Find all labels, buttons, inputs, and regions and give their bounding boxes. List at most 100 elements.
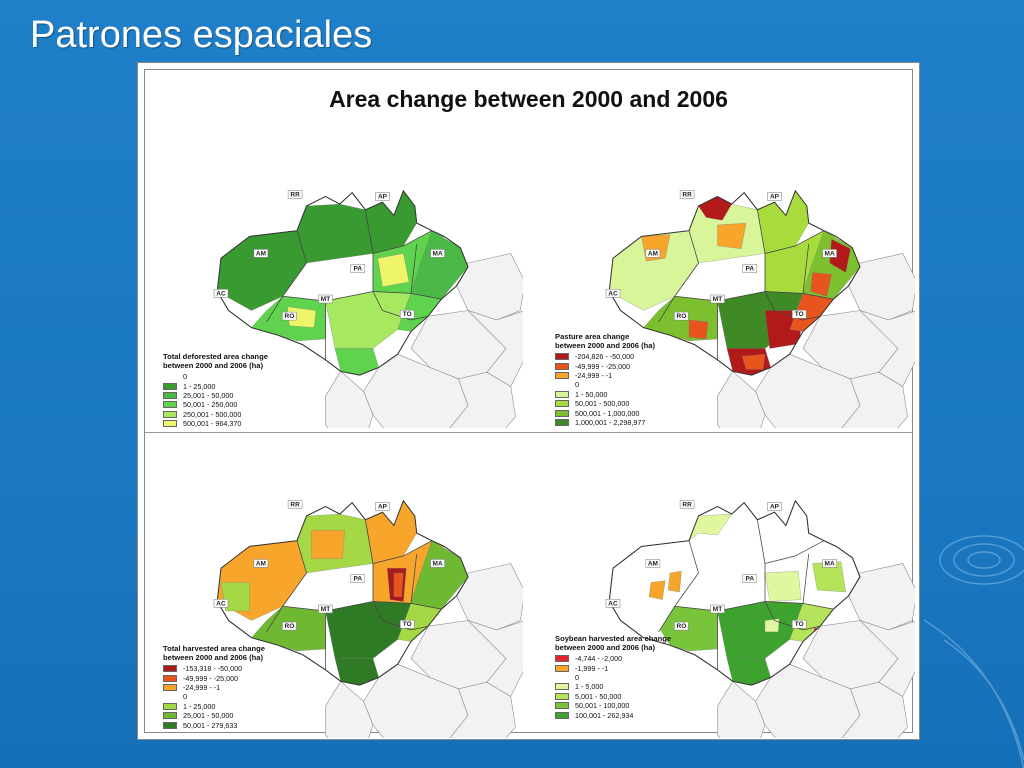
legend-label: 0 — [575, 672, 579, 682]
state-label-pa: PA — [354, 576, 363, 583]
neighbor-state — [456, 253, 523, 321]
state-label-box — [645, 249, 661, 258]
map-panel-harvested: RR AP AM PA MA AC RO MT TO Total harvested area … — [153, 438, 523, 738]
state-label-box — [605, 599, 621, 608]
legend-label: 500,001 - 964,370 — [183, 419, 242, 429]
map-panel-deforested: RR AP AM PA MA AC RO MT TO Total deforested area… — [153, 128, 523, 428]
legal-amazon-border — [216, 189, 469, 376]
neighbor-state — [717, 370, 766, 428]
legend-swatch — [163, 702, 177, 710]
municipality-patch — [764, 570, 802, 602]
state-label-mt: MT — [321, 606, 330, 613]
state-label-box — [253, 249, 269, 258]
map-soybean: RR AP AM PA MA AC RO MT TO — [605, 499, 915, 738]
legend-swatch — [555, 381, 569, 388]
figure-frame: Area change between 2000 and 2006 RR AP AM… — [144, 69, 915, 738]
legend-swatch — [163, 410, 177, 418]
municipality-patch — [717, 222, 747, 249]
state-label-am: AM — [256, 250, 266, 257]
map-panel-pasture: RR AP AM PA MA AC RO MT TO Pasture area change be… — [545, 128, 915, 428]
legend-label: 1 - 25,000 — [183, 701, 216, 711]
legend-swatch — [555, 362, 569, 370]
state-label-ro: RO — [677, 623, 687, 630]
legend-entry: 0 — [163, 692, 265, 701]
state-boundary — [266, 230, 307, 323]
legend-swatch — [555, 674, 569, 681]
state-label-box — [253, 559, 269, 568]
legend-label: 250,001 - 500,000 — [183, 409, 242, 419]
legend-label: 50,001 - 500,000 — [575, 399, 630, 409]
state-label-mt: MT — [713, 296, 722, 303]
neighbor-state — [717, 680, 766, 738]
state-label-box — [318, 294, 333, 304]
map-panel-soybean: RR AP AM PA MA AC RO MT TO Soybean harvested are… — [545, 438, 915, 738]
legend-entry: 1 - 25,000 — [163, 381, 268, 391]
neighbor-state — [848, 253, 915, 321]
legend-entry: -49,999 - -25,000 — [555, 361, 655, 371]
legend-label: -49,999 - -25,000 — [575, 361, 631, 371]
state-label-box — [213, 289, 229, 298]
state-label-box — [430, 249, 445, 258]
legend-entry: 50,001 - 279,633 — [163, 720, 265, 730]
legend-label: -204,826 - -50,000 — [575, 352, 635, 362]
legend-entry: -4,744 - -2,000 — [555, 654, 671, 663]
legend-swatch — [555, 692, 569, 700]
state-boundary — [372, 230, 433, 254]
legend-entry: 25,001 - 50,000 — [163, 391, 268, 400]
legend-entry: 1,000,001 - 2,298,977 — [555, 418, 655, 427]
legend-entry: -24,999 - -1 — [555, 371, 655, 380]
legend-entry: 50,001 - 500,000 — [555, 399, 655, 408]
state-label-ap: AP — [378, 193, 388, 200]
municipality-patch — [296, 203, 374, 264]
state-label-box — [822, 559, 837, 568]
legend-label: 1 - 5,000 — [575, 682, 604, 692]
legend-entry: 1 - 25,000 — [163, 702, 265, 711]
legend-swatch — [555, 353, 569, 361]
state-boundary — [382, 310, 429, 321]
state-label-box — [679, 190, 695, 199]
state-label-ma: MA — [433, 560, 443, 567]
state-label-rr: RR — [682, 502, 692, 509]
neighbor-state — [467, 620, 523, 697]
state-label-ap: AP — [378, 503, 388, 510]
legend-title-line: between 2000 and 2006 (ha) — [555, 643, 656, 652]
legend-label: 50,001 - 100,000 — [575, 701, 630, 711]
state-boundary — [802, 243, 810, 294]
legend-swatch — [163, 391, 177, 399]
neighbor-state — [363, 353, 469, 428]
legend-entry: 50,001 - 250,000 — [163, 400, 268, 409]
legend-label: 0 — [183, 692, 187, 702]
state-boundary — [658, 230, 699, 323]
municipality-patch — [764, 618, 780, 633]
municipality-patch — [377, 253, 410, 287]
legend-entry: 100,001 - 262,934 — [555, 710, 671, 720]
state-label-box — [399, 309, 415, 319]
legend-swatch — [163, 721, 177, 729]
municipality-patch — [742, 354, 766, 370]
state-label-ma: MA — [825, 560, 835, 567]
legend-label: 1,000,001 - 2,298,977 — [575, 417, 646, 427]
legend-swatch — [163, 665, 177, 673]
legend-deforested: Total deforested area change between 2000… — [163, 352, 268, 428]
state-boundary — [764, 601, 834, 610]
state-label-rr: RR — [290, 502, 300, 509]
legend-title-line: between 2000 and 2006 (ha) — [163, 361, 264, 370]
legend-label: -24,999 - -1 — [183, 682, 221, 692]
state-boundary — [774, 310, 821, 321]
legend-label: 0 — [183, 372, 187, 382]
legend-entry: 1 - 5,000 — [555, 682, 671, 691]
legend-label: -4,744 - -2,000 — [575, 654, 623, 664]
state-label-box — [282, 311, 297, 321]
legend-entry: 0 — [555, 673, 671, 682]
legend-entry: 1 - 50,000 — [555, 390, 655, 399]
legend-title: Pasture area change between 2000 and 2006… — [555, 332, 655, 350]
state-label-box — [350, 264, 366, 273]
state-label-box — [767, 502, 782, 511]
neighbor-state — [325, 680, 374, 738]
legend-label: 50,001 - 250,000 — [183, 400, 238, 410]
state-label-box — [605, 289, 621, 298]
state-label-box — [822, 249, 837, 258]
state-label-box — [213, 599, 229, 608]
legend-label: 500,001 - 1,000,000 — [575, 408, 640, 418]
legend-label: 100,001 - 262,934 — [575, 710, 634, 720]
